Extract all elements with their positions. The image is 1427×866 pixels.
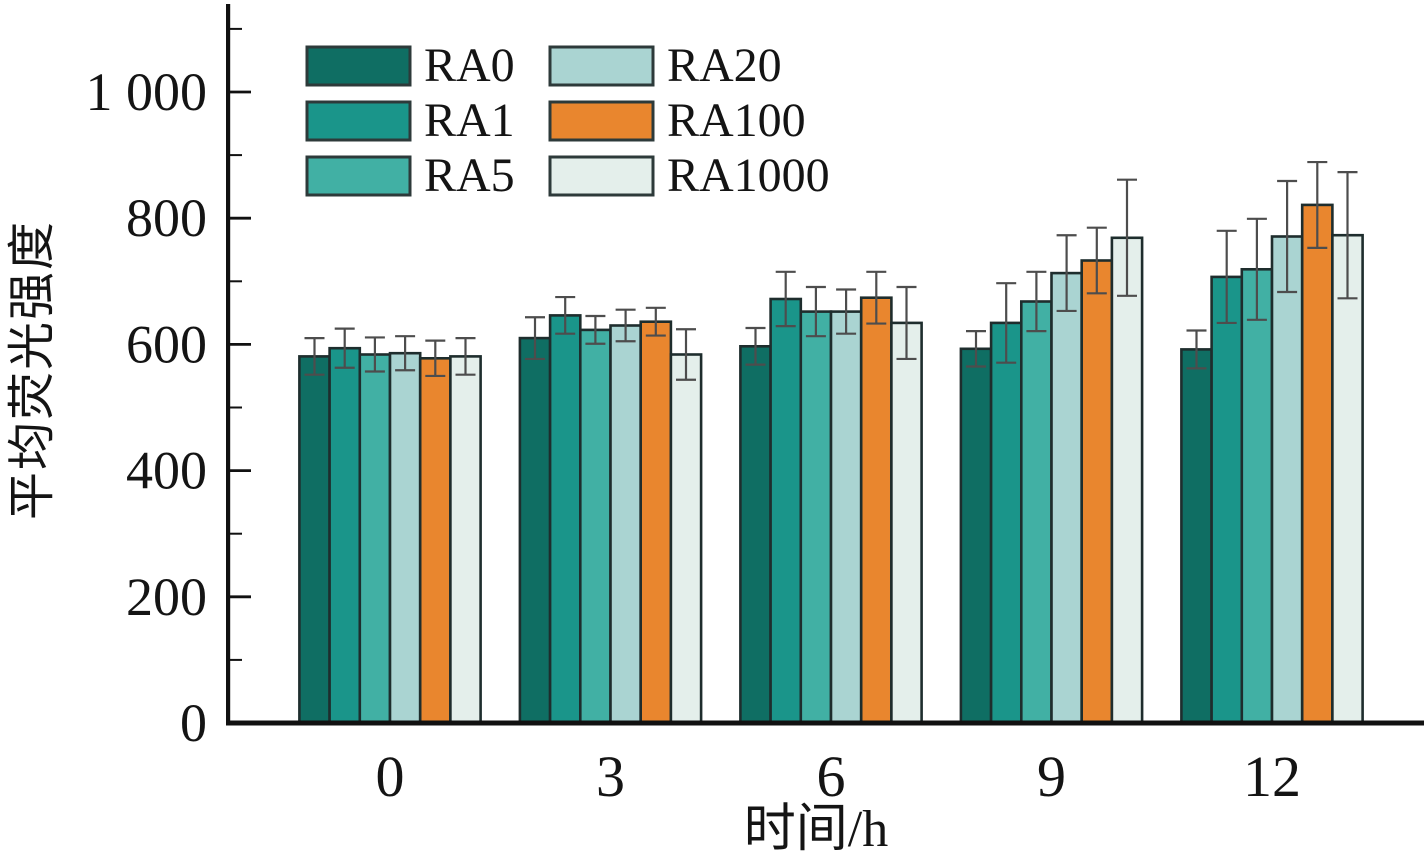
bar-RA0-t0 [298,355,331,725]
error-bar-RA100-t9 [1086,226,1107,295]
error-bar-RA100-t3 [645,306,666,337]
error-bar-RA5-t12 [1246,217,1267,321]
x-tick-label: 0 [376,744,405,809]
legend-item-RA0: RA0 [305,39,515,92]
error-bar-RA1000-t12 [1337,171,1358,300]
bar-RA5-t0 [358,353,392,725]
bar-RA1-t3 [548,314,582,725]
bar-RA100-t6 [859,296,893,725]
error-bar-RA0-t0 [304,336,325,376]
error-bar-RA100-t6 [866,270,887,325]
legend-label-RA0: RA0 [424,39,515,92]
legend-item-RA5: RA5 [305,149,515,202]
bar-RA1000-t9 [1110,236,1144,725]
y-tick-label: 600 [126,314,207,374]
legend-item-RA1000: RA1000 [548,149,830,202]
bar-RA5-t3 [578,328,612,725]
bar-RA1000-t0 [449,355,482,725]
bar-RA20-t9 [1050,271,1084,725]
legend-label-RA1: RA1 [424,94,515,147]
legend-swatch-RA20 [548,45,655,87]
y-axis-spine [226,4,231,726]
legend-item-RA20: RA20 [548,39,782,92]
x-tick-label: 9 [1037,744,1066,809]
x-tick-label: 12 [1243,744,1301,809]
error-bar-RA0-t3 [525,316,545,361]
legend-swatch-RA100 [548,100,655,142]
bar-RA1-t12 [1210,275,1244,725]
legend-swatch-RA0 [305,45,412,87]
error-bar-RA0-t9 [966,330,986,368]
bar-RA1000-t3 [669,353,703,725]
error-bar-RA1-t6 [775,270,796,328]
bar-RA100-t9 [1080,259,1114,725]
error-bar-RA5-t6 [805,285,826,338]
legend-swatch-RA5 [305,155,412,197]
bar-RA1-t0 [328,346,362,725]
y-tick-label: 0 [180,693,207,753]
legend-item-RA100: RA100 [548,94,806,147]
bar-RA5-t6 [799,310,833,725]
bars-layer [298,203,1364,725]
error-bar-RA20-t12 [1277,179,1298,294]
legend-label-RA1000: RA1000 [667,149,830,202]
y-tick-label: 1 000 [86,62,208,122]
error-bar-RA20-t3 [615,308,636,343]
bar-RA5-t12 [1240,267,1274,725]
bar-RA100-t0 [418,356,452,725]
bar-RA0-t3 [518,336,552,725]
bar-RA1-t6 [769,297,803,725]
error-bar-RA1-t3 [555,295,576,335]
error-bar-RA5-t3 [585,314,606,345]
error-bar-RA1-t0 [334,327,355,369]
error-bar-RA100-t12 [1307,160,1328,249]
legend-label-RA5: RA5 [424,149,515,202]
error-bars-layer [304,160,1358,381]
legend-swatch-RA1000 [548,155,655,197]
bar-RA0-t6 [739,344,772,725]
bar-RA100-t12 [1300,203,1334,725]
x-tick-label: 6 [817,744,846,809]
error-bar-RA1000-t3 [676,328,696,381]
error-bar-RA1-t9 [996,282,1017,364]
error-bar-RA5-t0 [364,336,385,373]
error-bar-RA0-t6 [745,326,766,366]
error-bar-RA100-t0 [425,339,446,378]
x-tick-label: 3 [596,744,625,809]
y-tick-label: 400 [126,441,207,501]
bar-RA1-t9 [989,321,1023,725]
legend-item-RA1: RA1 [305,94,515,147]
x-axis-spine [226,720,1424,726]
error-bar-RA1000-t0 [455,336,476,376]
axes-layer: 0 200 400 600 800 1 000 0 3 6 9 12 [86,4,1424,809]
error-bar-RA20-t6 [836,288,857,335]
bar-RA20-t6 [829,310,863,725]
error-bar-RA1000-t9 [1117,178,1137,297]
bar-RA20-t3 [609,324,643,725]
error-bar-RA20-t9 [1056,234,1077,313]
bar-RA1000-t6 [890,321,923,725]
legend-label-RA100: RA100 [667,94,806,147]
error-bar-RA20-t0 [395,335,416,372]
bar-RA0-t12 [1180,348,1213,725]
bar-RA1000-t12 [1331,233,1364,725]
x-axis-title: 时间/h [744,801,888,858]
legend-label-RA20: RA20 [667,39,782,92]
error-bar-RA0-t12 [1186,329,1207,370]
y-tick-label: 800 [126,188,207,248]
legend-swatch-RA1 [305,100,412,142]
error-bar-RA1000-t6 [896,285,917,361]
bar-RA20-t12 [1270,235,1304,725]
y-tick-label: 200 [126,567,207,627]
bar-RA100-t3 [639,320,673,725]
bar-RA20-t0 [388,351,422,725]
error-bar-RA5-t9 [1026,270,1047,333]
error-bar-RA1-t12 [1216,229,1237,325]
bar-RA5-t9 [1019,300,1053,725]
bar-RA0-t9 [959,347,993,725]
y-axis-title: 平均荧光强度 [6,220,59,520]
